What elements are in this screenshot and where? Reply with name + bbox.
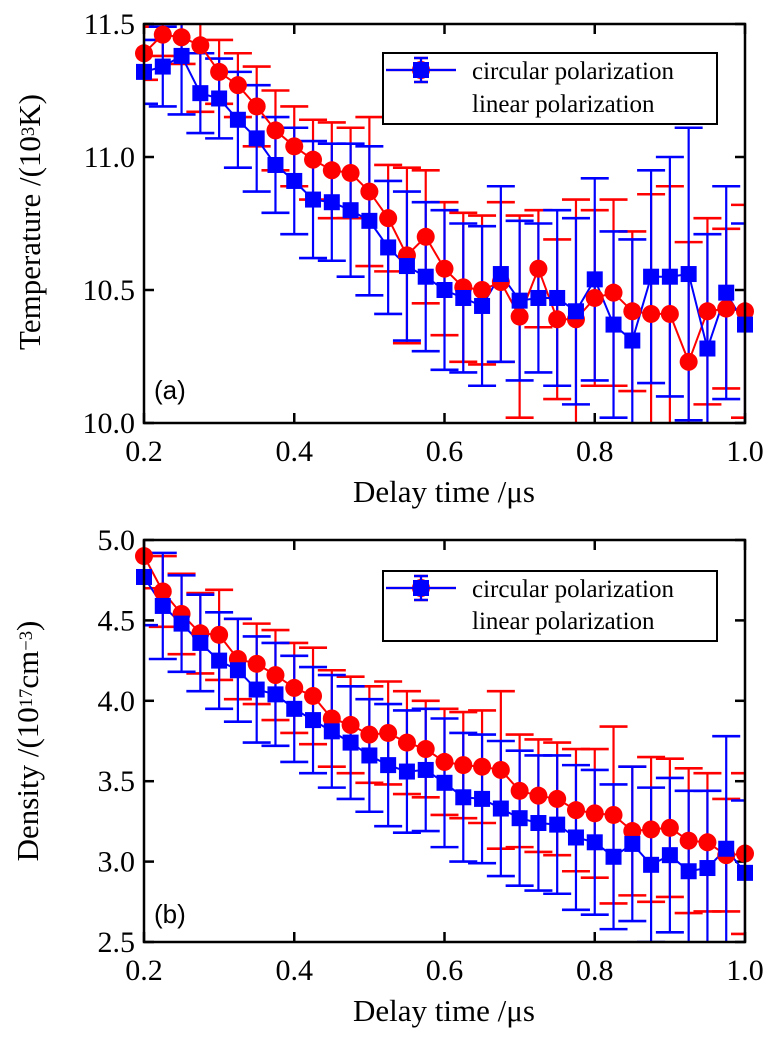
y-tick-label: 4.0 — [98, 685, 136, 718]
y-title-text: Temperature /(10 — [12, 136, 47, 350]
y-title-superscript: −3 — [16, 630, 37, 651]
y-title-superscript: 17 — [16, 688, 37, 708]
x-axis-title-bottom: Delay time /μs — [353, 993, 535, 1028]
x-axis-title-top: Delay time /μs — [353, 474, 535, 509]
y-tick-label: 3.5 — [98, 765, 136, 798]
legend-top-panel: circular polarization linear polarizatio… — [382, 52, 718, 125]
y-axis-title-temperature: Temperature /(103K) — [12, 94, 48, 350]
x-tick-label: 0.6 — [426, 954, 464, 987]
y-title-text: K) — [12, 94, 47, 127]
legend-label-circular: circular polarization — [472, 58, 674, 86]
y-tick-label: 5.0 — [98, 524, 136, 557]
y-tick-label: 10.0 — [83, 407, 136, 440]
linear-marker-icon — [386, 56, 468, 121]
x-tick-label: 1.0 — [726, 435, 764, 468]
panel-label-a: (a) — [154, 375, 186, 405]
y-tick-label: 11.5 — [84, 8, 135, 41]
panel-a: 0.2 0.4 0.6 0.8 1.0 11.5 11.0 10.5 10.0 — [83, 8, 764, 468]
legend-label-circular: circular polarization — [472, 576, 674, 603]
x-tick-label: 0.6 — [426, 435, 464, 468]
plot-frame — [142, 538, 747, 944]
legend-label-linear: linear polarization — [472, 90, 655, 118]
legend-entry-linear: linear polarization — [386, 56, 710, 122]
y-title-superscript: 3 — [18, 126, 39, 137]
x-tick-label: 0.4 — [276, 954, 314, 987]
x-tick-label: 0.4 — [276, 435, 314, 468]
x-tick-label: 0.2 — [125, 954, 163, 987]
panel-label-b: (b) — [154, 899, 186, 929]
y-tick-label: 10.5 — [83, 274, 136, 307]
y-title-text: Density /(10 — [10, 707, 45, 862]
x-tick-label: 0.8 — [576, 435, 614, 468]
y-tick-label: 3.0 — [98, 846, 136, 879]
panel-b: 0.2 0.4 0.6 0.8 1.0 5.0 4.5 4.0 3.5 3.0 2.5 — [98, 524, 764, 987]
legend-label-linear: linear polarization — [472, 608, 655, 635]
plot-frame — [142, 22, 747, 425]
legend-entry-linear: linear polarization — [386, 574, 710, 638]
y-title-text: ) — [10, 620, 45, 631]
y-tick-label: 4.5 — [98, 604, 136, 637]
series-markers-square — [136, 47, 753, 357]
y-title-text: cm — [10, 650, 45, 689]
y-axis-title-density: Density /(1017cm−3) — [10, 621, 46, 862]
y-tick-label: 2.5 — [98, 926, 136, 959]
x-tick-label: 1.0 — [726, 954, 764, 987]
linear-marker-icon — [386, 574, 468, 638]
legend-bottom-panel: circular polarization linear polarizatio… — [382, 570, 718, 642]
x-tick-label: 0.8 — [576, 954, 614, 987]
y-tick-label: 11.0 — [84, 141, 135, 174]
x-tick-label: 0.2 — [125, 435, 163, 468]
